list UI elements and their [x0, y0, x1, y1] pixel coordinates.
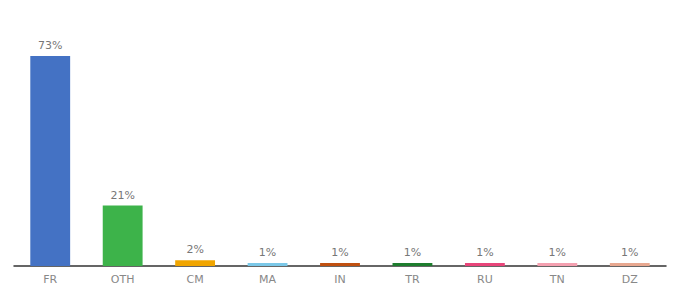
svg-text:73%: 73%: [38, 39, 62, 52]
svg-text:1%: 1%: [549, 246, 566, 259]
svg-text:2%: 2%: [186, 243, 203, 256]
svg-text:DZ: DZ: [622, 273, 638, 286]
svg-text:1%: 1%: [621, 246, 638, 259]
svg-text:FR: FR: [43, 273, 57, 286]
svg-text:TN: TN: [549, 273, 565, 286]
svg-text:1%: 1%: [259, 246, 276, 259]
svg-text:MA: MA: [259, 273, 276, 286]
svg-text:1%: 1%: [404, 246, 421, 259]
svg-text:1%: 1%: [331, 246, 348, 259]
svg-text:TR: TR: [404, 273, 420, 286]
svg-text:RU: RU: [477, 273, 493, 286]
svg-text:IN: IN: [334, 273, 345, 286]
svg-text:1%: 1%: [476, 246, 493, 259]
svg-text:CM: CM: [187, 273, 204, 286]
svg-text:OTH: OTH: [111, 273, 135, 286]
svg-text:21%: 21%: [110, 189, 134, 202]
